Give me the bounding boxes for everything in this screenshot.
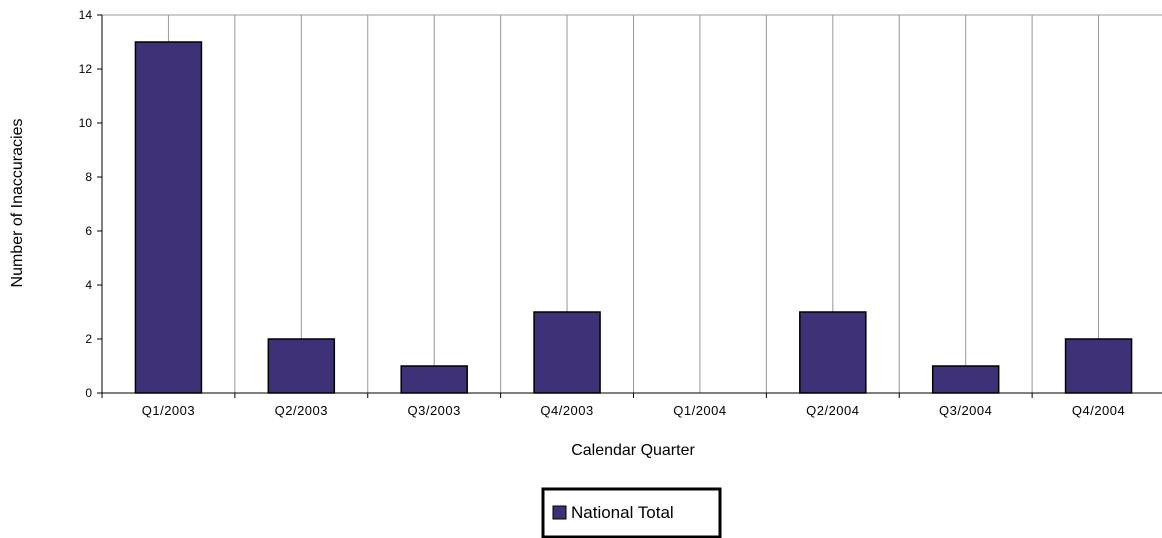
bar xyxy=(134,41,203,394)
y-axis-title: Number of Inaccuracies xyxy=(9,119,26,288)
y-tick-label: 14 xyxy=(79,8,93,22)
y-tick-label: 0 xyxy=(85,386,92,400)
legend: National Total xyxy=(541,487,722,538)
x-tick-label: Q1/2003 xyxy=(142,403,195,418)
x-tick-labels: Q1/2003 Q2/2003 Q3/2003 Q4/2003 Q1/2004 Q2/20… xyxy=(142,403,1125,418)
x-tick-label: Q4/2003 xyxy=(540,403,593,418)
legend-label: National Total xyxy=(571,503,674,522)
grid-lines xyxy=(102,14,1162,393)
x-tick-label: Q4/2004 xyxy=(1072,403,1125,418)
legend-swatch xyxy=(552,505,567,520)
bar xyxy=(400,365,468,394)
y-tick-label: 10 xyxy=(79,116,93,130)
bar xyxy=(533,311,601,394)
bar xyxy=(1064,338,1133,394)
x-tick-label: Q3/2004 xyxy=(939,403,992,418)
bar xyxy=(931,365,1000,394)
axes xyxy=(97,14,1162,398)
x-tick-label: Q2/2004 xyxy=(806,403,859,418)
y-tick-label: 12 xyxy=(79,62,93,76)
y-tick-label: 4 xyxy=(85,278,92,292)
x-tick-label: Q2/2003 xyxy=(275,403,328,418)
y-tick-label: 8 xyxy=(85,170,92,184)
y-tick-labels: 0 2 4 6 8 10 12 14 xyxy=(79,8,93,400)
y-tick-label: 2 xyxy=(85,332,92,346)
y-tick-label: 6 xyxy=(85,224,92,238)
legend-box xyxy=(541,487,722,538)
bar xyxy=(799,311,867,394)
x-axis-title: Calendar Quarter xyxy=(571,442,695,459)
bar xyxy=(267,338,336,394)
x-tick-label: Q1/2004 xyxy=(673,403,726,418)
bars xyxy=(134,41,1133,394)
x-tick-label: Q3/2003 xyxy=(408,403,461,418)
